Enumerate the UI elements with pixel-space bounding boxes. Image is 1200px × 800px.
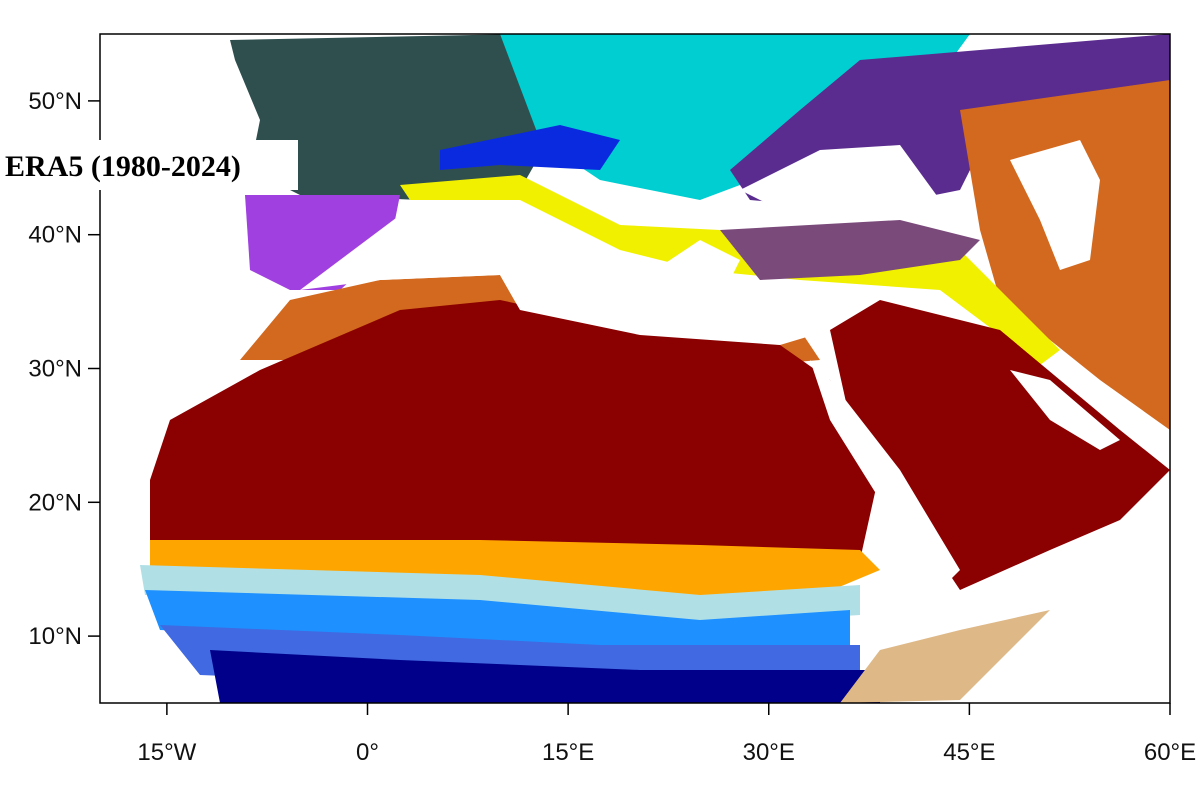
x-tick-label: 30°E <box>743 739 795 766</box>
y-tick-label: 50°N <box>28 88 82 115</box>
anatolia <box>720 220 980 280</box>
caspian-sea <box>1010 140 1100 270</box>
mediterranean <box>300 200 830 345</box>
x-tick-label: 60°E <box>1144 739 1196 766</box>
red-sea <box>810 360 960 590</box>
horn <box>840 610 1050 703</box>
y-tick-label: 30°N <box>28 356 82 383</box>
alps-band <box>440 125 620 170</box>
x-tick-label: 0° <box>356 739 379 766</box>
x-tick-label: 15°E <box>542 739 594 766</box>
black-sea <box>740 145 940 220</box>
persian-gulf <box>1010 370 1120 450</box>
sahel-orange <box>150 540 880 600</box>
map-regions <box>100 34 1170 703</box>
y-tick-label: 20°N <box>28 489 82 516</box>
x-tick-label: 45°E <box>943 739 995 766</box>
sahara <box>150 300 880 560</box>
title: ERA5 (1980-2024) <box>5 150 241 183</box>
x-tick-label: 15°W <box>137 739 196 766</box>
sahel-lightblue <box>140 565 860 625</box>
y-tick-label: 40°N <box>28 222 82 249</box>
guinea-navy <box>210 650 880 703</box>
y-tick-label: 10°N <box>28 623 82 650</box>
title-box <box>0 140 298 190</box>
